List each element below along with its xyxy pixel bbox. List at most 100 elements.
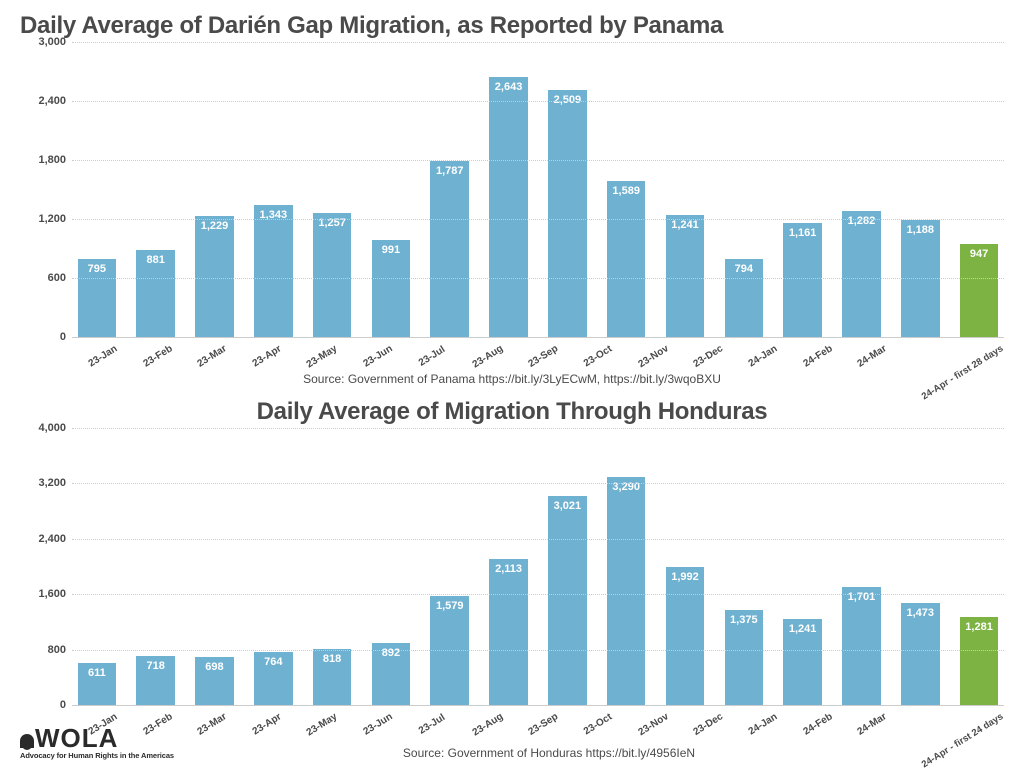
bar-value-label: 1,787	[430, 165, 469, 177]
bar-column: 1,992	[666, 428, 705, 705]
bar-value-label: 1,161	[783, 227, 822, 239]
bar-column: 1,257	[313, 42, 352, 337]
ytick: 1,600	[38, 588, 66, 600]
bar-column: 1,229	[195, 42, 234, 337]
bar: 3,021	[548, 496, 587, 705]
bar-column: 1,241	[783, 428, 822, 705]
bar-column: 1,473	[901, 428, 940, 705]
bar-value-label: 698	[195, 661, 234, 673]
ytick: 2,400	[38, 95, 66, 107]
chart1-yaxis: 06001,2001,8002,4003,000	[20, 42, 72, 337]
xtick: 23-May	[302, 337, 341, 370]
bar-value-label: 1,241	[666, 219, 705, 231]
ytick: 800	[48, 644, 66, 656]
bar-column: 818	[313, 428, 352, 705]
chart1-xaxis: 23-Jan23-Feb23-Mar23-Apr23-May23-Jun23-J…	[72, 337, 1004, 354]
bar: 991	[372, 240, 411, 337]
chart2-bars-region: 6117186987648188921,5792,1133,0213,2901,…	[72, 428, 1004, 705]
bar-value-label: 2,643	[489, 81, 528, 93]
bar-column: 1,375	[725, 428, 764, 705]
bar-column: 991	[372, 42, 411, 337]
bar-value-label: 1,282	[842, 215, 881, 227]
bar-column: 947	[960, 42, 999, 337]
bar: 698	[195, 657, 234, 705]
bar-column: 795	[78, 42, 117, 337]
chart2-source: Source: Government of Honduras https://b…	[174, 746, 924, 760]
bar-value-label: 881	[136, 254, 175, 266]
bar-column: 1,282	[842, 42, 881, 337]
bar-column: 1,787	[430, 42, 469, 337]
bar: 818	[313, 649, 352, 706]
bar-value-label: 764	[254, 656, 293, 668]
bar-column: 1,241	[666, 42, 705, 337]
ytick: 3,000	[38, 36, 66, 48]
bar-value-label: 1,579	[430, 600, 469, 612]
bar-column: 3,021	[548, 428, 587, 705]
bar-column: 698	[195, 428, 234, 705]
bar-column: 892	[372, 428, 411, 705]
bar-column: 1,701	[842, 428, 881, 705]
bar-value-label: 947	[960, 248, 999, 260]
bar: 1,281	[960, 617, 999, 706]
bar-value-label: 795	[78, 263, 117, 275]
bar: 1,161	[783, 223, 822, 337]
bar: 611	[78, 663, 117, 705]
bar: 2,113	[489, 559, 528, 705]
bar: 881	[136, 250, 175, 337]
bar: 1,787	[430, 161, 469, 337]
bar-value-label: 1,473	[901, 607, 940, 619]
honduras-chart-block: Daily Average of Migration Through Hondu…	[20, 386, 1004, 760]
bar: 795	[78, 259, 117, 337]
bar-value-label: 1,992	[666, 571, 705, 583]
bar-column: 2,643	[489, 42, 528, 337]
bar-value-label: 1,701	[842, 591, 881, 603]
xtick: 23-Feb	[138, 337, 176, 370]
ytick: 3,200	[38, 477, 66, 489]
xtick: 23-Oct	[578, 337, 616, 370]
bar: 947	[960, 244, 999, 337]
chart1-plot: 06001,2001,8002,4003,000 795 881 1,229 1,34…	[20, 42, 1004, 337]
logo-icon	[20, 734, 34, 748]
gridline	[72, 219, 1004, 220]
bar-value-label: 1,241	[783, 623, 822, 635]
bar: 1,701	[842, 587, 881, 705]
bar-value-label: 1,375	[725, 614, 764, 626]
bar: 1,473	[901, 603, 940, 705]
gridline	[72, 650, 1004, 651]
bar-column: 1,161	[783, 42, 822, 337]
xtick: 23-Jan	[83, 337, 121, 370]
bar-column: 1,589	[607, 42, 646, 337]
bar-value-label: 794	[725, 263, 764, 275]
bar: 1,343	[254, 205, 293, 337]
bar-value-label: 991	[372, 244, 411, 256]
bar-column: 2,113	[489, 428, 528, 705]
bar-column: 764	[254, 428, 293, 705]
xtick: 23-Nov	[633, 337, 672, 370]
bar: 764	[254, 652, 293, 705]
bar-value-label: 1,188	[901, 224, 940, 236]
bar-value-label: 1,281	[960, 621, 999, 633]
chart2-yaxis: 08001,6002,4003,2004,000	[20, 428, 72, 705]
bar: 2,509	[548, 90, 587, 337]
bar-column: 881	[136, 42, 175, 337]
bar: 2,643	[489, 77, 528, 337]
bar: 1,241	[783, 619, 822, 705]
gridline	[72, 101, 1004, 102]
gridline	[72, 278, 1004, 279]
bar-column: 1,579	[430, 428, 469, 705]
bar-value-label: 818	[313, 653, 352, 665]
bar: 1,241	[666, 215, 705, 337]
gridline	[72, 42, 1004, 43]
chart1-source: Source: Government of Panama https://bit…	[20, 372, 1004, 386]
bar: 1,229	[195, 216, 234, 337]
bar-column: 611	[78, 428, 117, 705]
bar: 1,375	[725, 610, 764, 705]
bar: 1,992	[666, 567, 705, 705]
xtick: 23-Aug	[467, 337, 506, 370]
bar: 1,257	[313, 213, 352, 337]
chart2-xaxis: 23-Jan23-Feb23-Mar23-Apr23-May23-Jun23-J…	[72, 705, 1004, 722]
gridline	[72, 483, 1004, 484]
gridline	[72, 539, 1004, 540]
xtick: 24-Jan	[743, 337, 781, 370]
chart2-title: Daily Average of Migration Through Hondu…	[20, 398, 1004, 426]
